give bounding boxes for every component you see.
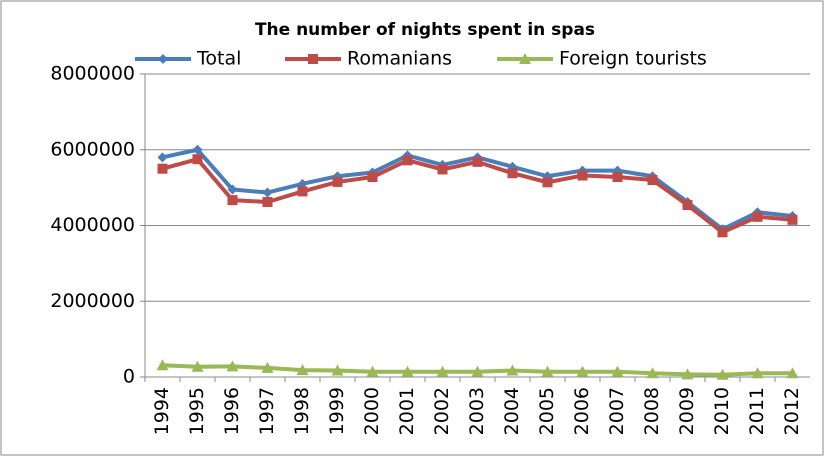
marker — [506, 364, 519, 376]
marker — [261, 361, 274, 373]
x-tick-label: 2001 — [396, 387, 418, 435]
y-tick-label: 4000000 — [50, 214, 135, 236]
marker — [331, 364, 344, 376]
marker — [192, 154, 203, 165]
marker — [646, 367, 659, 379]
marker — [751, 367, 764, 379]
legend-label: Foreign tourists — [559, 48, 707, 70]
marker — [192, 144, 203, 155]
chart-title: The number of nights spent in spas — [255, 20, 595, 40]
marker — [262, 197, 273, 208]
x-tick-label: 1998 — [291, 387, 313, 435]
x-tick-label: 1996 — [221, 387, 243, 435]
marker — [332, 176, 343, 187]
marker — [437, 164, 448, 175]
marker — [296, 364, 309, 376]
marker — [157, 152, 168, 163]
y-tick-label: 8000000 — [50, 63, 135, 85]
x-tick-label: 1999 — [326, 387, 348, 435]
legend-label: Romanians — [347, 48, 452, 70]
marker — [471, 365, 484, 377]
legend-label: Total — [196, 48, 241, 70]
marker — [191, 360, 204, 372]
y-tick-label: 0 — [123, 366, 135, 388]
marker — [541, 365, 554, 377]
marker — [367, 172, 378, 183]
x-tick-label: 2002 — [431, 387, 453, 435]
marker — [717, 227, 728, 238]
marker — [308, 54, 318, 64]
y-tick-label: 6000000 — [50, 138, 135, 160]
x-tick-label: 2004 — [501, 387, 523, 435]
marker — [542, 177, 553, 188]
marker — [507, 168, 518, 179]
x-tick-label: 2006 — [571, 387, 593, 435]
marker — [647, 175, 658, 186]
marker — [436, 365, 449, 377]
x-tick-label: 2005 — [536, 387, 558, 435]
marker — [612, 172, 623, 183]
marker — [156, 359, 169, 371]
x-tick-label: 2008 — [641, 387, 663, 435]
x-tick-label: 1994 — [151, 387, 173, 435]
marker — [227, 195, 238, 206]
marker — [401, 365, 414, 377]
x-tick-label: 2010 — [711, 387, 733, 435]
marker — [519, 53, 531, 64]
marker — [787, 214, 798, 225]
marker — [786, 367, 799, 379]
x-tick-label: 2009 — [676, 387, 698, 435]
marker — [366, 365, 379, 377]
x-tick-label: 2007 — [606, 387, 628, 435]
marker — [227, 184, 238, 195]
marker — [576, 365, 589, 377]
x-tick-label: 2000 — [361, 387, 383, 435]
marker — [682, 200, 693, 211]
x-tick-label: 1997 — [256, 387, 278, 435]
marker — [752, 211, 763, 222]
x-tick-label: 2012 — [781, 387, 803, 435]
y-tick-label: 2000000 — [50, 290, 135, 312]
marker — [716, 368, 729, 380]
marker — [297, 178, 308, 189]
marker — [157, 163, 168, 174]
marker — [297, 186, 308, 197]
x-tick-label: 2011 — [746, 387, 768, 435]
x-tick-label: 2003 — [466, 387, 488, 435]
x-tick-label: 1995 — [186, 387, 208, 435]
marker — [402, 155, 413, 166]
marker — [472, 156, 483, 167]
marker — [158, 54, 168, 64]
marker — [681, 368, 694, 380]
marker — [611, 365, 624, 377]
marker — [262, 187, 273, 198]
marker — [226, 360, 239, 372]
marker — [577, 170, 588, 181]
